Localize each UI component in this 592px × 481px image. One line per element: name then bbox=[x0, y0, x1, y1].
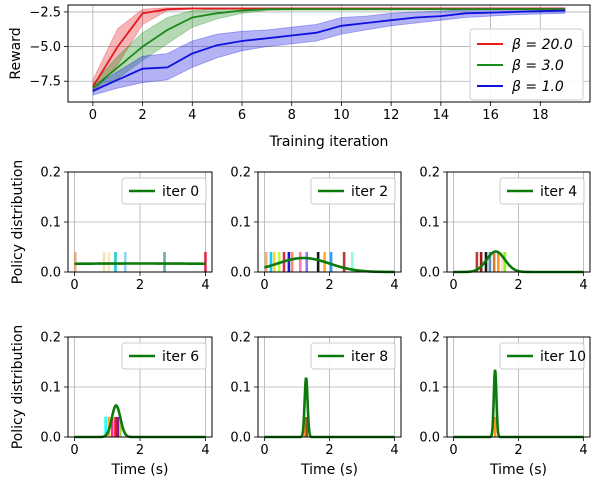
x-axis-label: Time (s) bbox=[489, 462, 547, 478]
legend-box bbox=[310, 177, 396, 205]
y-tick-label: 0.0 bbox=[419, 266, 440, 281]
axes-frame bbox=[67, 4, 591, 103]
legend-label: iter 10 bbox=[540, 349, 586, 365]
x-tick-label: 8 bbox=[288, 108, 296, 123]
legend-label: β = 3.0 bbox=[511, 58, 564, 74]
y-tick-label: 0.1 bbox=[230, 216, 251, 231]
legend-box bbox=[121, 342, 207, 370]
x-tick-label: 12 bbox=[383, 108, 400, 123]
x-tick-label: 0 bbox=[70, 278, 78, 293]
axes-frame bbox=[67, 336, 213, 438]
y-tick-label: 0.1 bbox=[40, 216, 61, 231]
y-tick-label: 0.0 bbox=[230, 266, 251, 281]
x-tick-label: 2 bbox=[138, 108, 146, 123]
x-tick-label: 4 bbox=[201, 278, 209, 293]
x-tick-label: 4 bbox=[188, 108, 196, 123]
y-tick-label: 0.1 bbox=[419, 381, 440, 396]
x-axis-label: Training iteration bbox=[269, 134, 389, 150]
x-tick-label: 2 bbox=[325, 443, 333, 458]
x-tick-label: 6 bbox=[238, 108, 246, 123]
axes-frame bbox=[67, 171, 213, 273]
x-tick-label: 0 bbox=[89, 108, 97, 123]
x-tick-label: 4 bbox=[579, 443, 587, 458]
y-tick-label: 0.2 bbox=[40, 331, 61, 346]
x-tick-label: 2 bbox=[325, 278, 333, 293]
legend-box bbox=[499, 342, 585, 370]
axes-frame bbox=[446, 336, 591, 438]
y-tick-label: 0.2 bbox=[419, 166, 440, 181]
x-axis-label: Time (s) bbox=[300, 462, 358, 478]
y-tick-label: 0.1 bbox=[419, 216, 440, 231]
series-line bbox=[92, 8, 566, 89]
legend-box bbox=[469, 28, 584, 101]
x-tick-label: 4 bbox=[390, 278, 398, 293]
y-tick-label: −7.5 bbox=[29, 75, 61, 90]
x-tick-label: 0 bbox=[70, 443, 78, 458]
x-tick-label: 2 bbox=[136, 443, 144, 458]
legend-box bbox=[121, 177, 207, 205]
axes-frame bbox=[257, 336, 402, 438]
series-line bbox=[92, 9, 566, 92]
legend-label: iter 2 bbox=[351, 184, 388, 200]
x-tick-label: 4 bbox=[390, 443, 398, 458]
x-tick-label: 4 bbox=[201, 443, 209, 458]
y-tick-label: −5.0 bbox=[29, 40, 61, 55]
x-tick-label: 10 bbox=[333, 108, 350, 123]
y-tick-label: 0.0 bbox=[419, 431, 440, 446]
x-axis-label: Time (s) bbox=[111, 462, 169, 478]
axes-frame bbox=[257, 171, 402, 273]
legend-label: β = 20.0 bbox=[511, 37, 573, 53]
legend-label: iter 0 bbox=[162, 184, 199, 200]
y-axis-label: Policy distribution bbox=[10, 160, 26, 285]
y-tick-label: 0.0 bbox=[40, 431, 61, 446]
axes-frame bbox=[446, 171, 591, 273]
y-tick-label: −2.5 bbox=[29, 5, 61, 20]
x-tick-label: 16 bbox=[482, 108, 499, 123]
legend-box bbox=[499, 177, 585, 205]
legend-label: iter 8 bbox=[351, 349, 388, 365]
x-tick-label: 0 bbox=[449, 443, 457, 458]
y-tick-label: 0.2 bbox=[230, 166, 251, 181]
confidence-band bbox=[92, 8, 566, 96]
y-tick-label: 0.2 bbox=[230, 331, 251, 346]
x-tick-label: 14 bbox=[433, 108, 450, 123]
x-tick-label: 0 bbox=[260, 278, 268, 293]
x-tick-label: 2 bbox=[136, 278, 144, 293]
y-axis-label: Reward bbox=[8, 27, 24, 79]
x-tick-label: 4 bbox=[579, 278, 587, 293]
x-tick-label: 0 bbox=[260, 443, 268, 458]
x-tick-label: 0 bbox=[449, 278, 457, 293]
y-tick-label: 0.1 bbox=[230, 381, 251, 396]
x-tick-label: 18 bbox=[532, 108, 549, 123]
y-tick-label: 0.0 bbox=[230, 431, 251, 446]
x-tick-label: 2 bbox=[514, 443, 522, 458]
y-tick-label: 0.0 bbox=[40, 266, 61, 281]
legend-label: β = 1.0 bbox=[511, 79, 564, 95]
y-tick-label: 0.1 bbox=[40, 381, 61, 396]
legend-label: iter 4 bbox=[540, 184, 577, 200]
legend-box bbox=[310, 342, 396, 370]
y-tick-label: 0.2 bbox=[40, 166, 61, 181]
y-tick-label: 0.2 bbox=[419, 331, 440, 346]
legend-label: iter 6 bbox=[162, 349, 199, 365]
x-tick-label: 2 bbox=[514, 278, 522, 293]
y-axis-label: Policy distribution bbox=[10, 325, 26, 450]
